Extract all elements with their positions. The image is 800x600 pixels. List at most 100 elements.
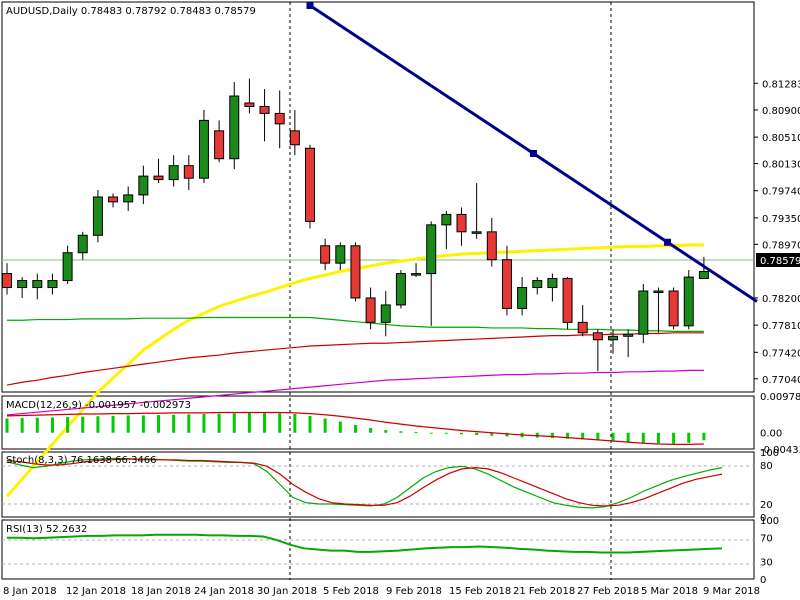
macd-bar [429, 432, 433, 434]
y-tick-label: 0.77420 [762, 348, 800, 359]
macd-bar [702, 432, 706, 441]
candle [108, 193, 119, 208]
macd-bar [399, 431, 403, 433]
y-tick-label: 0.80130 [762, 160, 800, 171]
candle [562, 277, 573, 330]
stoch-panel [1, 451, 755, 518]
y-tick-label: 0.77810 [762, 321, 800, 332]
stoch-line [6, 458, 723, 507]
stoch-tick-label: 20 [760, 500, 773, 511]
y-tick-label: 0.80900 [762, 106, 800, 117]
candle [47, 273, 58, 295]
candle [305, 144, 315, 229]
macd-bar [66, 416, 70, 433]
price-panel-title: AUDUSD,Daily 0.78483 0.78792 0.78483 0.7… [6, 6, 256, 17]
y-tick-label: 0.77040 [762, 375, 800, 386]
macd-histogram: 0.009789 0.00 -0.004333 [5, 392, 800, 456]
macd-bar [338, 421, 342, 433]
macd-bar [111, 415, 115, 433]
indicator-levels [2, 465, 754, 565]
candle [653, 287, 664, 333]
macd-bar [50, 417, 54, 433]
x-tick-label: 27 Feb 2018 [577, 586, 639, 597]
candle [153, 158, 164, 184]
candle [517, 277, 528, 316]
stoch-panel-title: Stoch(8,3,3) 76.1638 66.3466 [6, 455, 157, 466]
trendline-anchor [306, 1, 314, 9]
candle [547, 273, 558, 302]
macd-tick-label: 0.009789 [760, 392, 800, 403]
candle [183, 155, 194, 191]
moving-average-line [6, 332, 704, 386]
candle [456, 207, 467, 246]
macd-bar [384, 430, 388, 433]
candles [2, 78, 709, 372]
period-separators [289, 2, 612, 580]
macd-bar [490, 432, 494, 436]
candle [426, 221, 437, 326]
candle [411, 263, 422, 278]
macd-signal-line [6, 411, 704, 445]
candle [441, 210, 452, 250]
candle [198, 109, 209, 184]
candle [501, 245, 512, 316]
candle [2, 263, 12, 295]
moving-average-line [6, 369, 704, 416]
rsi-tick-label: 30 [760, 557, 773, 568]
y-tick-label: 0.79740 [762, 187, 800, 198]
rsi-panel-title: RSI(13) 52.2632 [6, 524, 87, 535]
macd-bar [247, 412, 251, 433]
trendline [306, 1, 758, 303]
x-axis-labels: 8 Jan 2018 12 Jan 2018 18 Jan 2018 24 Jan 2… [3, 586, 760, 597]
x-tick-label: 5 Feb 2018 [323, 586, 379, 597]
y-tick-label: 0.78200 [762, 294, 800, 305]
current-price-tag [756, 253, 800, 267]
x-tick-label: 15 Feb 2018 [449, 586, 511, 597]
stoch-tick-label: 80 [760, 461, 773, 472]
macd-bar [444, 432, 448, 434]
x-tick-label: 21 Feb 2018 [513, 586, 575, 597]
y-tick-label: 0.81283 [762, 79, 800, 90]
candle [350, 242, 361, 302]
macd-bar [157, 415, 160, 433]
candle [623, 329, 634, 358]
x-tick-label: 18 Jan 2018 [131, 586, 191, 597]
macd-bar [141, 415, 145, 433]
macd-bar [475, 432, 479, 435]
macd-bar [308, 415, 312, 433]
stoch-tick-label: 100 [760, 448, 779, 459]
y-tick-label: 0.79350 [762, 214, 800, 225]
candle [395, 270, 406, 309]
candle [244, 78, 255, 114]
x-tick-label: 30 Jan 2018 [257, 586, 317, 597]
macd-bar [202, 413, 206, 433]
macd-bar [81, 416, 85, 433]
rsi-tick-label: 70 [760, 534, 773, 545]
candle [380, 291, 391, 337]
macd-bar [611, 432, 615, 442]
macd-bar [187, 414, 191, 433]
moving-average-line [7, 316, 704, 333]
y-axis-labels: 0.81283 0.80900 0.80510 0.80130 0.79740 0.793… [754, 79, 800, 386]
candle [214, 120, 225, 163]
current-price-label: 0.78579 [760, 256, 800, 267]
macd-bar [641, 432, 645, 443]
macd-bar [96, 416, 100, 433]
macd-bar [687, 432, 691, 443]
macd-bar [581, 432, 585, 440]
rsi-line: 100 70 30 0 [7, 516, 779, 586]
macd-bar [353, 424, 357, 433]
candle [365, 287, 376, 330]
candle [274, 90, 285, 149]
candle [229, 82, 240, 170]
y-tick-label: 0.80510 [762, 133, 800, 144]
macd-bar [20, 418, 24, 433]
candle [577, 304, 588, 337]
trendline-anchor [664, 238, 672, 246]
stoch-tick-label: 0 [760, 513, 766, 524]
candle [668, 287, 679, 330]
macd-bar [460, 432, 463, 435]
macd-bar [217, 413, 221, 433]
x-tick-label: 9 Feb 2018 [386, 586, 442, 597]
